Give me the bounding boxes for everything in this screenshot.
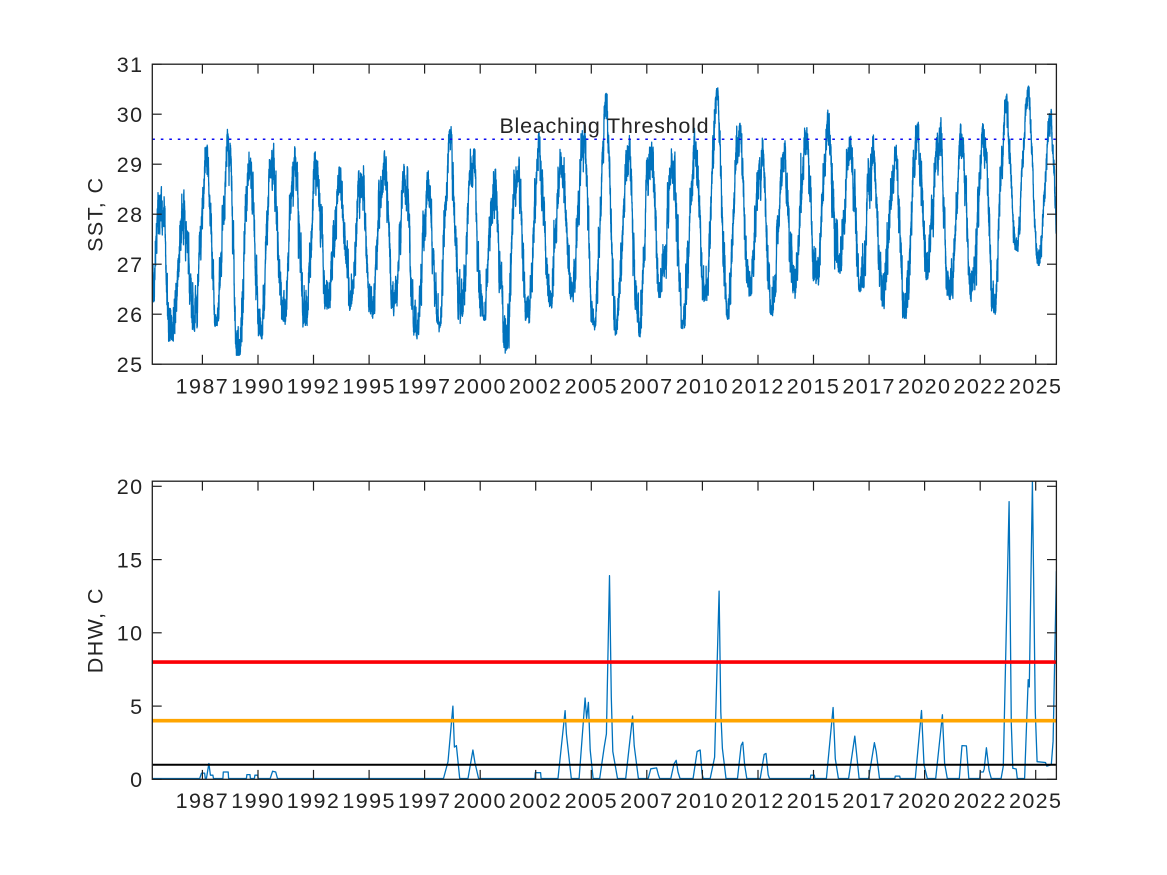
svg-text:1987: 1987: [176, 789, 229, 813]
svg-text:2005: 2005: [565, 789, 618, 813]
svg-text:1990: 1990: [231, 375, 284, 399]
svg-text:20: 20: [117, 475, 144, 499]
svg-text:30: 30: [117, 103, 144, 127]
svg-text:2025: 2025: [1009, 375, 1062, 399]
svg-text:2010: 2010: [676, 789, 729, 813]
svg-text:2020: 2020: [898, 375, 951, 399]
svg-text:2017: 2017: [842, 789, 895, 813]
svg-text:2025: 2025: [1009, 789, 1062, 813]
svg-text:2017: 2017: [842, 375, 895, 399]
svg-text:26: 26: [117, 303, 144, 327]
svg-text:Bleaching Threshold: Bleaching Threshold: [499, 114, 709, 138]
svg-text:10: 10: [117, 622, 144, 646]
svg-text:2022: 2022: [953, 375, 1006, 399]
svg-text:2012: 2012: [731, 789, 784, 813]
svg-text:2015: 2015: [787, 375, 840, 399]
svg-text:2002: 2002: [509, 375, 562, 399]
svg-text:2010: 2010: [676, 375, 729, 399]
svg-text:2005: 2005: [565, 375, 618, 399]
svg-text:0: 0: [130, 768, 143, 792]
svg-text:29: 29: [117, 153, 144, 177]
svg-text:2007: 2007: [620, 375, 673, 399]
svg-text:2015: 2015: [787, 789, 840, 813]
svg-text:31: 31: [117, 53, 144, 77]
svg-text:2002: 2002: [509, 789, 562, 813]
svg-text:25: 25: [117, 353, 144, 377]
svg-text:2020: 2020: [898, 789, 951, 813]
svg-text:1992: 1992: [287, 375, 340, 399]
svg-text:1992: 1992: [287, 789, 340, 813]
svg-text:2022: 2022: [953, 789, 1006, 813]
svg-text:5: 5: [130, 695, 143, 719]
svg-text:1997: 1997: [398, 789, 451, 813]
svg-text:2012: 2012: [731, 375, 784, 399]
svg-text:DHW, C: DHW, C: [84, 587, 108, 673]
svg-text:2000: 2000: [453, 789, 506, 813]
svg-text:28: 28: [117, 203, 144, 227]
svg-text:SST, C: SST, C: [84, 177, 108, 252]
svg-text:1997: 1997: [398, 375, 451, 399]
svg-text:27: 27: [117, 253, 144, 277]
svg-text:2007: 2007: [620, 789, 673, 813]
svg-text:2000: 2000: [453, 375, 506, 399]
svg-text:1987: 1987: [176, 375, 229, 399]
svg-text:1995: 1995: [342, 789, 395, 813]
svg-text:1990: 1990: [231, 789, 284, 813]
svg-text:1995: 1995: [342, 375, 395, 399]
svg-text:15: 15: [117, 548, 144, 572]
